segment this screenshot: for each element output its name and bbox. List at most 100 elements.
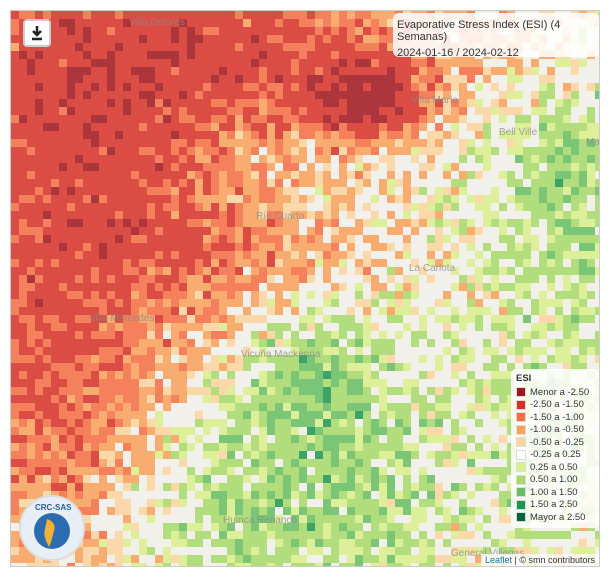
raster-cell <box>187 75 195 83</box>
raster-cell <box>67 19 75 27</box>
raster-cell <box>323 499 331 507</box>
raster-cell <box>243 211 251 219</box>
raster-cell <box>267 507 275 515</box>
download-button[interactable] <box>23 19 51 47</box>
raster-cell <box>51 115 59 123</box>
raster-cell <box>139 251 147 259</box>
raster-cell <box>243 443 251 451</box>
raster-layer <box>11 11 599 566</box>
raster-cell <box>115 91 123 99</box>
raster-cell <box>363 123 371 131</box>
legend-label: 1.00 a 1.50 <box>530 486 578 498</box>
raster-cell <box>299 475 307 483</box>
raster-cell <box>91 387 99 395</box>
raster-cell <box>347 59 355 67</box>
raster-cell <box>363 235 371 243</box>
raster-cell <box>203 11 211 19</box>
raster-cell <box>347 363 355 371</box>
raster-cell <box>267 187 275 195</box>
raster-cell <box>43 435 51 443</box>
raster-cell <box>515 291 523 299</box>
raster-cell <box>11 211 19 219</box>
raster-cell <box>139 195 147 203</box>
raster-cell <box>227 19 235 27</box>
attribution-link[interactable]: Leaflet <box>484 555 512 565</box>
raster-cell <box>195 563 203 566</box>
raster-cell <box>171 395 179 403</box>
raster-cell <box>83 507 91 515</box>
raster-cell <box>251 531 259 539</box>
raster-cell <box>595 331 599 339</box>
raster-cell <box>155 435 163 443</box>
raster-cell <box>139 411 147 419</box>
raster-cell <box>43 83 51 91</box>
raster-cell <box>51 371 59 379</box>
raster-cell <box>443 235 451 243</box>
raster-cell <box>235 163 243 171</box>
raster-cell <box>211 83 219 91</box>
raster-cell <box>531 187 539 195</box>
raster-cell <box>75 427 83 435</box>
raster-cell <box>435 203 443 211</box>
raster-cell <box>411 275 419 283</box>
raster-cell <box>379 451 387 459</box>
raster-cell <box>467 227 475 235</box>
raster-cell <box>203 291 211 299</box>
raster-cell <box>451 83 459 91</box>
raster-cell <box>107 563 115 566</box>
raster-cell <box>219 235 227 243</box>
raster-cell <box>275 451 283 459</box>
raster-cell <box>483 195 491 203</box>
raster-cell <box>243 171 251 179</box>
raster-cell <box>355 459 363 467</box>
raster-cell <box>123 163 131 171</box>
raster-cell <box>171 347 179 355</box>
raster-cell <box>387 539 395 547</box>
raster-cell <box>451 427 459 435</box>
raster-cell <box>547 235 555 243</box>
attribution: Leaflet | © smn contributors <box>480 554 599 566</box>
raster-cell <box>163 451 171 459</box>
raster-cell <box>83 515 91 523</box>
raster-cell <box>67 243 75 251</box>
raster-cell <box>571 251 579 259</box>
raster-cell <box>395 131 403 139</box>
raster-cell <box>435 387 443 395</box>
raster-cell <box>227 275 235 283</box>
raster-cell <box>507 195 515 203</box>
raster-cell <box>315 507 323 515</box>
raster-cell <box>307 267 315 275</box>
raster-cell <box>331 227 339 235</box>
raster-cell <box>275 499 283 507</box>
raster-cell <box>155 123 163 131</box>
raster-cell <box>91 203 99 211</box>
raster-cell <box>531 331 539 339</box>
logo-text: CRC-SAS <box>35 503 72 512</box>
raster-cell <box>259 115 267 123</box>
raster-cell <box>11 435 19 443</box>
raster-cell <box>19 435 27 443</box>
raster-cell <box>275 219 283 227</box>
raster-cell <box>203 75 211 83</box>
raster-cell <box>11 59 19 67</box>
raster-cell <box>267 115 275 123</box>
raster-cell <box>299 27 307 35</box>
raster-cell <box>51 403 59 411</box>
raster-cell <box>259 75 267 83</box>
raster-cell <box>579 355 587 363</box>
raster-cell <box>411 219 419 227</box>
raster-cell <box>83 435 91 443</box>
raster-cell <box>171 283 179 291</box>
raster-cell <box>443 99 451 107</box>
raster-cell <box>499 299 507 307</box>
raster-cell <box>323 491 331 499</box>
raster-cell <box>435 459 443 467</box>
raster-cell <box>291 139 299 147</box>
raster-cell <box>35 59 43 67</box>
raster-cell <box>187 523 195 531</box>
raster-cell <box>347 483 355 491</box>
raster-cell <box>147 467 155 475</box>
raster-cell <box>483 203 491 211</box>
